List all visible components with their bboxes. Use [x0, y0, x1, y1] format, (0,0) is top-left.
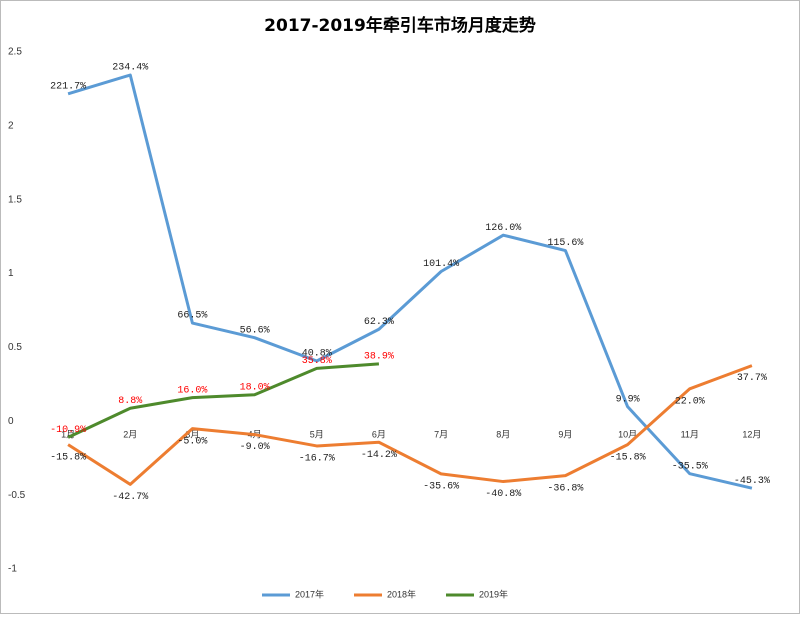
data-label: -35.6%	[423, 482, 459, 493]
data-label: 126.0%	[485, 223, 521, 234]
x-tick-label: 5月	[310, 430, 324, 440]
series-line	[67, 362, 380, 439]
x-tick-label: 9月	[558, 430, 572, 440]
data-label: -15.8%	[610, 452, 646, 463]
data-label: -15.8%	[50, 452, 86, 463]
data-label: -35.5%	[672, 461, 708, 472]
y-tick-label: 1	[8, 268, 14, 279]
data-label: 38.9%	[364, 351, 394, 362]
legend-label: 2017年	[295, 588, 324, 599]
data-label: 234.4%	[112, 63, 148, 74]
data-label: -36.8%	[547, 483, 583, 494]
data-label: 8.8%	[118, 396, 142, 407]
x-tick-label: 10月	[618, 430, 637, 440]
data-label: 56.6%	[240, 325, 270, 336]
data-label: -40.8%	[485, 489, 521, 500]
x-tick-label: 2月	[123, 430, 137, 440]
y-tick-label: 1.5	[8, 194, 22, 205]
data-label: 16.0%	[177, 385, 207, 396]
series-line	[67, 73, 753, 490]
x-tick-label: 3月	[185, 430, 199, 440]
data-label: 101.4%	[423, 259, 459, 270]
x-tick-label: 7月	[434, 430, 448, 440]
data-label: 221.7%	[50, 81, 86, 92]
y-tick-label: 2.5	[8, 47, 22, 58]
y-tick-label: -0.5	[8, 490, 26, 501]
data-label: -45.3%	[734, 476, 770, 487]
x-tick-label: 12月	[742, 430, 761, 440]
data-label: 9.9%	[616, 394, 640, 405]
data-label: 37.7%	[737, 373, 767, 384]
data-label: -42.7%	[112, 492, 148, 503]
x-tick-label: 6月	[372, 430, 386, 440]
data-label: 62.3%	[364, 317, 394, 328]
y-tick-label: 2	[8, 120, 14, 131]
y-tick-label: 0	[8, 416, 14, 427]
data-label: 40.8%	[302, 349, 332, 360]
y-tick-label: 0.5	[8, 342, 22, 353]
y-tick-label: -1	[8, 564, 17, 575]
data-label: -16.7%	[299, 454, 335, 465]
legend-label: 2019年	[479, 588, 508, 599]
chart-title: 2017-2019年牵引车市场月度走势	[264, 15, 536, 36]
data-label: -5.0%	[177, 436, 207, 447]
legend-label: 2018年	[387, 588, 416, 599]
data-label: 35.8%	[302, 356, 332, 367]
data-label: 18.0%	[240, 382, 270, 393]
series-line	[67, 364, 753, 486]
data-label: -10.9%	[50, 425, 86, 436]
data-label: -9.0%	[240, 442, 270, 453]
data-label: 66.5%	[177, 311, 207, 322]
data-label: 115.6%	[547, 238, 583, 249]
data-label: -14.2%	[361, 450, 397, 461]
data-label: 22.0%	[675, 396, 705, 407]
x-tick-label: 11月	[681, 430, 699, 440]
x-tick-label: 8月	[496, 430, 510, 440]
x-tick-label: 1月	[61, 430, 75, 440]
